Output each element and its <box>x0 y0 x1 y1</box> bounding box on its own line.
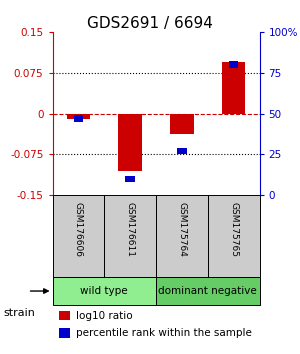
Bar <box>156 277 260 305</box>
Bar <box>170 114 194 134</box>
Text: GSM175765: GSM175765 <box>229 202 238 257</box>
Text: dominant negative: dominant negative <box>158 286 257 296</box>
Text: GSM176606: GSM176606 <box>74 202 83 257</box>
Text: wild type: wild type <box>80 286 128 296</box>
Text: strain: strain <box>3 308 35 318</box>
Text: percentile rank within the sample: percentile rank within the sample <box>76 328 252 338</box>
Bar <box>74 115 83 122</box>
Text: log10 ratio: log10 ratio <box>76 310 133 321</box>
Bar <box>229 61 238 68</box>
Bar <box>59 311 70 320</box>
Bar <box>52 195 104 277</box>
Text: GSM175764: GSM175764 <box>177 202 186 257</box>
Bar <box>177 148 187 154</box>
Bar <box>125 176 135 182</box>
Bar <box>118 114 142 171</box>
Text: GSM176611: GSM176611 <box>126 202 135 257</box>
Bar <box>59 328 70 338</box>
Bar <box>222 62 245 114</box>
Bar <box>67 114 90 119</box>
Bar <box>104 195 156 277</box>
Bar <box>156 195 208 277</box>
Text: GDS2691 / 6694: GDS2691 / 6694 <box>87 16 213 31</box>
Bar <box>208 195 260 277</box>
Bar <box>52 277 156 305</box>
